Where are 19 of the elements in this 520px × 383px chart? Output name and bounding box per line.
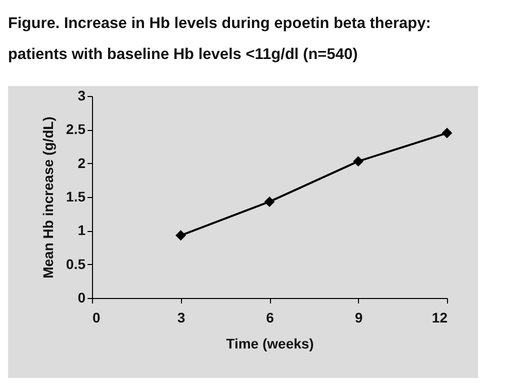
- y-tick-label: 3: [78, 88, 86, 104]
- y-tick-label: 1: [78, 222, 86, 238]
- chart-title: Figure. Increase in Hb levels during epoetin beta therapy: patients with baseline Hb levels <11g/dl (n=540): [8, 14, 432, 65]
- y-axis-title: Mean Hb increase (g/dL): [40, 116, 56, 278]
- y-tick-label: 0: [78, 290, 86, 306]
- point: [442, 128, 452, 138]
- y-tick-label: 0.5: [66, 256, 86, 272]
- y-tick-label: 1.5: [66, 188, 86, 204]
- point: [353, 156, 364, 167]
- y-tick-label: 2.5: [66, 121, 86, 138]
- x-tick-label: 3: [177, 310, 186, 326]
- point: [176, 230, 186, 241]
- x-tick-label: 0: [92, 310, 100, 326]
- x-tick-label: 9: [354, 310, 363, 326]
- y-tick-label: 2: [78, 154, 86, 171]
- x-axis-title: Time (weeks): [226, 336, 314, 352]
- point: [264, 196, 275, 207]
- x-tick-label: 6: [266, 310, 274, 326]
- x-tick-label: 12: [432, 310, 448, 326]
